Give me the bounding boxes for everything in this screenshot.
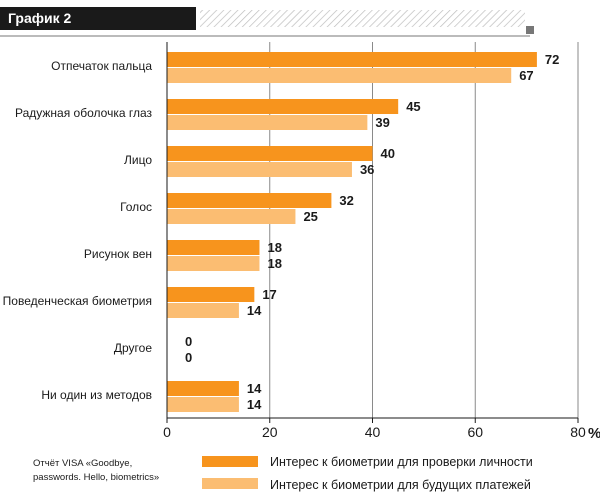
value-label-identity: 17 <box>262 287 276 302</box>
x-tick-label: 20 <box>262 424 278 440</box>
value-label-payments: 36 <box>360 162 374 177</box>
source-line-1: Отчёт VISA «Goodbye, <box>33 458 132 469</box>
value-label-payments: 14 <box>247 303 262 318</box>
category-label: Голос <box>120 200 152 214</box>
x-unit-label: % <box>588 425 600 442</box>
value-label-identity: 40 <box>381 146 395 161</box>
category-label: Другое <box>114 341 152 355</box>
legend-label-payments: Интерес к биометрии для будущих платежей <box>270 478 531 492</box>
bar-identity <box>167 99 399 114</box>
value-label-payments: 18 <box>267 256 281 271</box>
bar-identity <box>167 240 260 255</box>
bar-payments <box>167 115 368 130</box>
bar-payments <box>167 162 352 177</box>
value-label-payments: 0 <box>185 350 192 365</box>
x-tick-label: 80 <box>570 424 586 440</box>
bar-identity <box>167 381 239 396</box>
category-label: Отпечаток пальца <box>51 59 152 73</box>
value-label-identity: 18 <box>267 240 281 255</box>
value-label-identity: 0 <box>185 334 192 349</box>
header-hatch <box>200 10 525 27</box>
bar-payments <box>167 209 296 224</box>
bar-identity <box>167 287 255 302</box>
legend-swatch-payments <box>202 478 258 489</box>
source-line-2: passwords. Hello, biometrics» <box>33 472 159 483</box>
value-label-identity: 14 <box>247 381 262 396</box>
chart-title: График 2 <box>8 10 71 26</box>
value-label-identity: 72 <box>545 52 559 67</box>
category-label: Радужная оболочка глаз <box>15 106 153 120</box>
category-label: Лицо <box>124 153 152 167</box>
bar-payments <box>167 256 260 271</box>
bar-payments <box>167 303 239 318</box>
legend-label-identity: Интерес к биометрии для проверки личност… <box>270 455 533 469</box>
value-label-payments: 67 <box>519 68 533 83</box>
x-tick-label: 40 <box>365 424 381 440</box>
title-bar <box>0 7 196 30</box>
x-tick-label: 0 <box>163 424 171 440</box>
value-label-identity: 32 <box>339 193 353 208</box>
bar-identity <box>167 146 373 161</box>
legend-swatch-identity <box>202 456 258 467</box>
value-label-payments: 14 <box>247 397 262 412</box>
category-label: Ни один из методов <box>41 388 152 402</box>
x-tick-label: 60 <box>467 424 483 440</box>
category-label: Поведенческая биометрия <box>3 294 152 308</box>
header-marker <box>526 26 534 34</box>
bar-payments <box>167 68 512 83</box>
bar-identity <box>167 193 332 208</box>
value-label-payments: 39 <box>375 115 389 130</box>
value-label-payments: 25 <box>303 209 317 224</box>
category-label: Рисунок вен <box>84 247 152 261</box>
value-label-identity: 45 <box>406 99 420 114</box>
bar-identity <box>167 52 537 67</box>
bar-payments <box>167 397 239 412</box>
